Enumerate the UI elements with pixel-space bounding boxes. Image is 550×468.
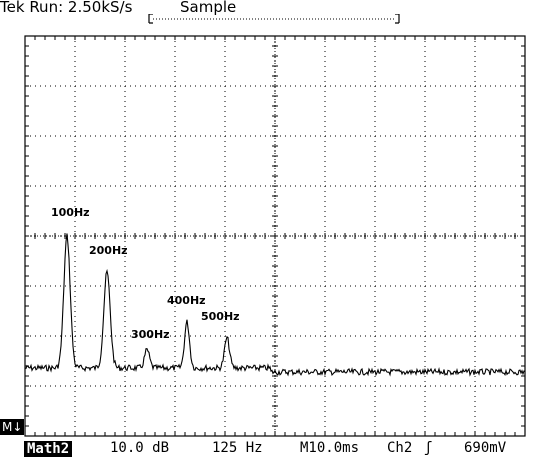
peak-label-500hz: 500Hz	[201, 310, 240, 323]
peak-label-300hz: 300Hz	[131, 328, 170, 341]
trigger-level-readout: 690mV	[464, 440, 507, 456]
peak-label-100hz: 100Hz	[51, 206, 90, 219]
acquisition-mode: Sample	[180, 0, 237, 16]
trigger-channel: Ch2	[387, 440, 413, 456]
peak-label-200hz: 200Hz	[89, 244, 128, 257]
vertical-scale-readout: 10.0 dB	[110, 440, 170, 456]
brand-label: Tek	[0, 0, 25, 16]
math-marker-indicator: M↓	[0, 419, 24, 435]
math-channel-label[interactable]: Math2	[24, 441, 73, 457]
trigger-slope-icon: ʃ	[424, 440, 433, 456]
status-bar-title: Tek Run: 2.50kS/s	[0, 0, 132, 16]
run-label: Run:	[29, 0, 64, 16]
graticule-grid	[24, 35, 526, 437]
timebase-readout: M10.0ms	[300, 440, 360, 456]
peak-label-400hz: 400Hz	[167, 294, 206, 307]
sample-rate: 2.50kS/s	[67, 0, 133, 16]
spectrum-trace	[24, 233, 526, 377]
acquisition-record-bar	[148, 14, 400, 24]
frequency-scale-readout: 125 Hz	[212, 440, 263, 456]
